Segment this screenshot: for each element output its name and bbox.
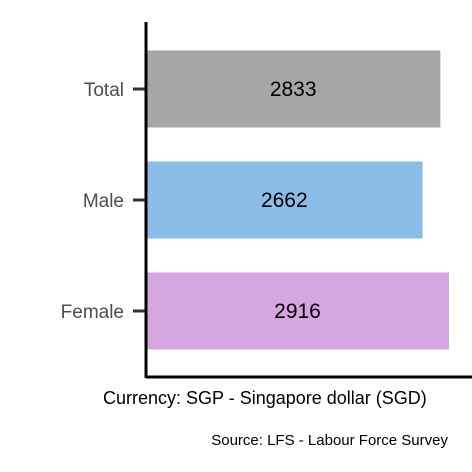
bar-male xyxy=(146,161,423,239)
y-tick-label-female: Female xyxy=(61,302,124,323)
bar-value-label-total: 2833 xyxy=(270,78,317,101)
y-tick-label-male: Male xyxy=(83,191,124,212)
bar-total xyxy=(146,50,441,128)
bar-labels-group: 2833 2662 2916 xyxy=(261,78,321,323)
bar-female xyxy=(146,272,449,350)
y-axis-ticks: Total Male Female xyxy=(61,80,146,323)
x-axis-title: Currency: SGP - Singapore dollar (SGD) xyxy=(103,388,427,408)
source-caption: Source: LFS - Labour Force Survey xyxy=(211,432,448,449)
y-tick-label-total: Total xyxy=(84,80,124,101)
bars-group xyxy=(146,50,449,350)
bar-value-label-male: 2662 xyxy=(261,189,308,212)
bar-value-label-female: 2916 xyxy=(274,300,321,323)
